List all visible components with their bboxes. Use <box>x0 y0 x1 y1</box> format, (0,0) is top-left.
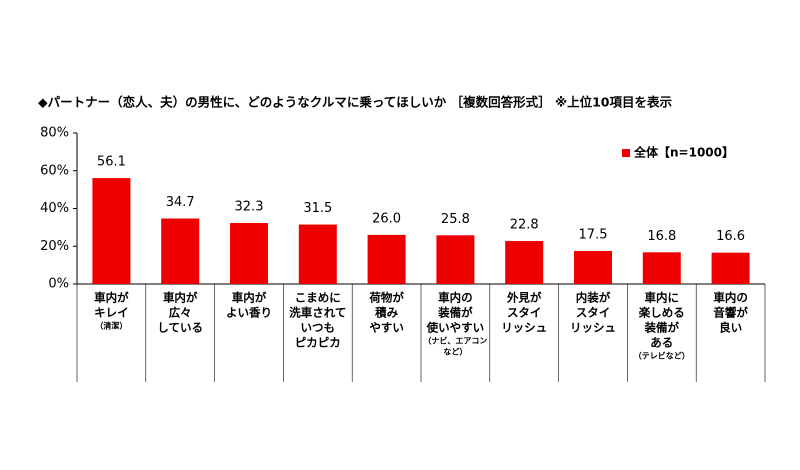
x-tick-label: 装備が <box>644 321 680 335</box>
bar <box>711 252 750 284</box>
x-tick-label: 外見が <box>506 291 542 305</box>
y-tick-label: 40% <box>40 201 69 216</box>
category-note: （清潔） <box>95 321 127 331</box>
x-tick-label: 洗車されて <box>289 306 346 320</box>
y-tick-label: 60% <box>40 163 69 178</box>
value-label: 16.8 <box>647 229 676 244</box>
value-label: 31.5 <box>303 201 332 216</box>
x-tick-label: リッシュ <box>501 321 547 335</box>
value-label: 16.6 <box>716 229 745 244</box>
value-label: 17.5 <box>579 227 608 242</box>
bar <box>642 252 681 284</box>
value-label: 56.1 <box>97 155 126 170</box>
bar <box>298 224 337 284</box>
value-label: 22.8 <box>510 217 539 232</box>
x-tick-label: 装備が <box>437 306 473 320</box>
value-label: 25.8 <box>441 212 470 227</box>
legend-label: 全体【n=1000】 <box>633 145 734 160</box>
x-tick-label: 車内に <box>645 291 680 305</box>
legend-swatch <box>622 149 630 157</box>
bar <box>161 218 200 284</box>
x-tick-label: 音響が <box>713 306 748 320</box>
value-label: 26.0 <box>372 211 401 226</box>
bar <box>505 240 544 284</box>
x-tick-label: 使いやすい <box>426 321 485 335</box>
x-tick-label: やすい <box>369 321 404 335</box>
bar <box>230 223 268 284</box>
x-tick-label: 内装が <box>576 291 611 305</box>
x-tick-label: ある <box>650 336 673 350</box>
x-tick-label: 広々 <box>169 306 192 320</box>
x-tick-label: 楽しめる <box>638 306 685 320</box>
x-tick-label: スタイ <box>576 306 611 320</box>
bar <box>436 235 475 284</box>
x-tick-label: 車内の <box>713 291 748 305</box>
x-tick-label: ピカピカ <box>295 336 341 350</box>
x-tick-label: スタイ <box>507 306 542 320</box>
x-tick-label: 車内が <box>94 291 129 305</box>
category-note: （ナビ、エアコン <box>423 336 487 346</box>
x-tick-label: 荷物が <box>368 291 404 305</box>
bar <box>92 178 131 284</box>
x-tick-label: している <box>157 321 203 335</box>
y-tick-label: 0% <box>48 277 69 292</box>
x-tick-label: 良い <box>719 321 742 335</box>
bar <box>574 250 612 284</box>
bar <box>367 234 406 284</box>
y-tick-label: 20% <box>40 239 69 254</box>
chart-title: ◆パートナー（恋人、夫）の男性に、どのようなクルマに乗ってほしいか ［複数回答形… <box>38 95 672 110</box>
x-tick-label: よい香り <box>226 306 272 320</box>
x-tick-label: 車内が <box>232 291 267 305</box>
x-tick-label: こまめに <box>295 291 341 305</box>
value-label: 32.3 <box>235 200 264 215</box>
x-tick-label: 積み <box>374 306 398 320</box>
x-tick-label: キレイ <box>94 306 129 320</box>
x-tick-label: リッシュ <box>570 321 616 335</box>
value-label: 34.7 <box>166 195 195 210</box>
category-note: など） <box>443 347 467 357</box>
x-tick-label: 車内が <box>163 291 198 305</box>
x-tick-label: いつも <box>301 321 336 335</box>
x-tick-label: 車内の <box>438 291 473 305</box>
category-note: （テレビなど） <box>634 351 690 361</box>
y-tick-label: 80% <box>40 126 69 141</box>
